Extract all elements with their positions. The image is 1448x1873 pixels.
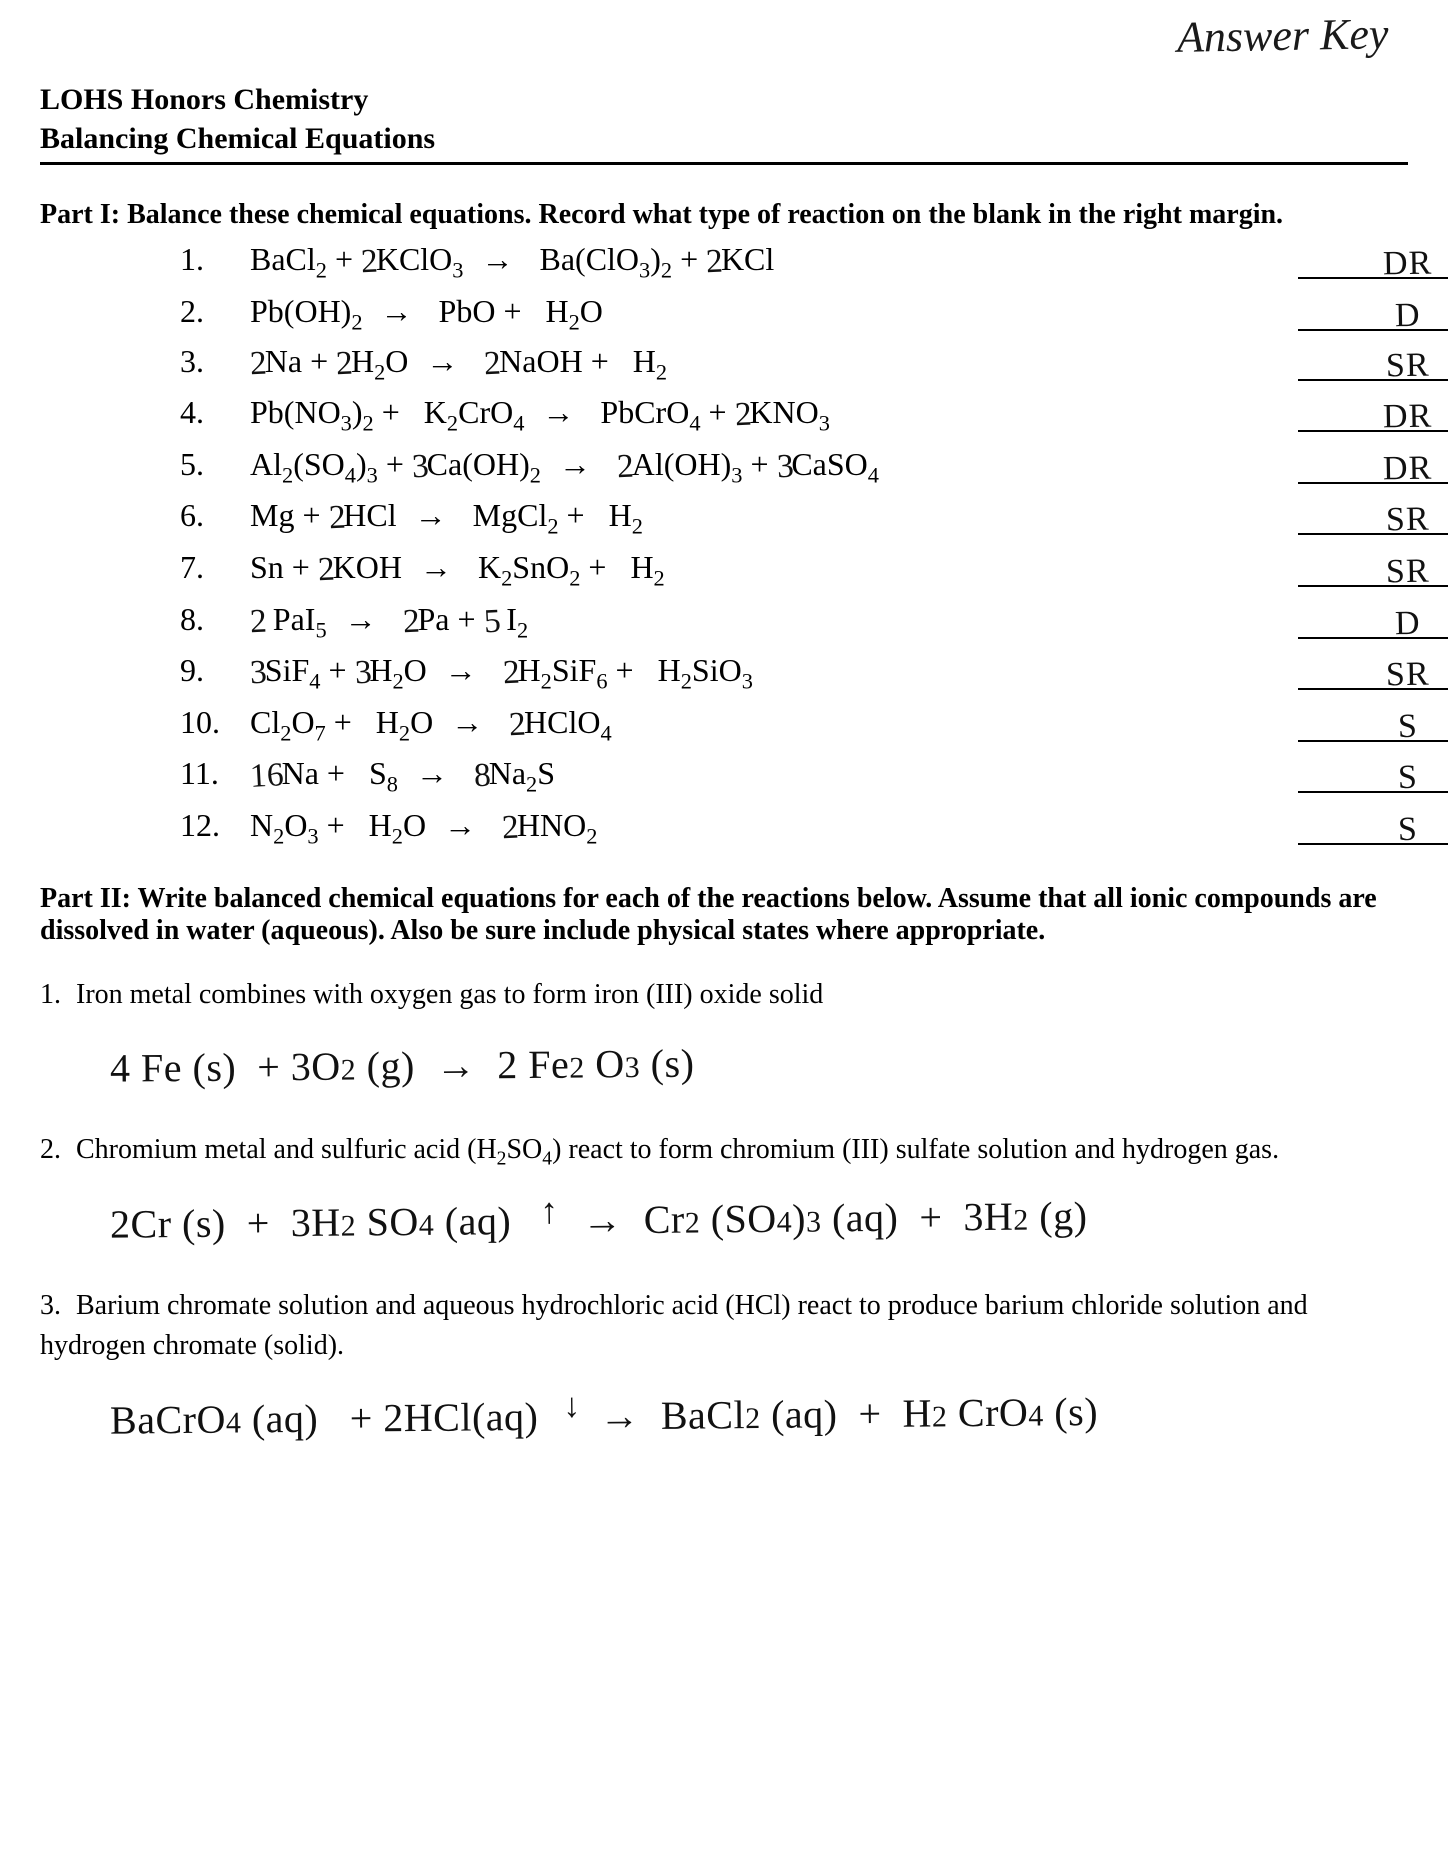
reaction-type-blank: SR [1298,551,1448,587]
equation-number: 1. [180,243,250,275]
equation-body: BaCl2 + 2KClO3 → Ba(ClO3)2 + 2KCl [250,243,1408,277]
reaction-type-blank: DR [1298,396,1448,432]
equation-body: 2 PaI5 → 2Pa + 5 I2 [250,603,1408,637]
reaction-type-answer: SR [1386,658,1430,693]
equation-row: 2.Pb(OH)2 → PbO + H2OD [180,295,1408,327]
equation-list: 1.BaCl2 + 2KClO3 → Ba(ClO3)2 + 2KClDR2.P… [180,243,1408,843]
equation-row: 10.Cl2O7 + H2O → 2HClO4S [180,706,1408,740]
equation-body: Pb(OH)2 → PbO + H2O [250,295,1408,327]
reaction-type-answer: SR [1386,555,1430,590]
equation-number: 3. [180,345,250,377]
equation-row: 8.2 PaI5 → 2Pa + 5 I2D [180,603,1408,637]
equation-number: 4. [180,396,250,428]
equation-row: 5.Al2(SO4)3 + 3Ca(OH)2 → 2Al(OH)3 + 3CaS… [180,448,1408,482]
reaction-type-answer: SR [1386,348,1430,383]
equation-number: 11. [180,757,250,789]
title-line-2: Balancing Chemical Equations [40,119,1408,158]
equation-number: 7. [180,551,250,583]
equation-number: 6. [180,499,250,531]
part2-question: 3.Barium chromate solution and aqueous h… [40,1286,1408,1367]
part1-header: Part I: Balance these chemical equations… [40,199,1408,231]
reaction-type-blank: DR [1298,243,1448,279]
reaction-type-blank: SR [1298,654,1448,690]
equation-body: Al2(SO4)3 + 3Ca(OH)2 → 2Al(OH)3 + 3CaSO4 [250,448,1408,482]
part2-question: 1.Iron metal combines with oxygen gas to… [40,975,1408,1016]
equation-number: 5. [180,448,250,480]
equation-row: 1.BaCl2 + 2KClO3 → Ba(ClO3)2 + 2KClDR [180,243,1408,277]
handwritten-equation: 2Cr (s) + 3H2 SO4 (aq) ↑→ Cr2 (SO4)3 (aq… [110,1189,1408,1247]
reaction-type-answer: S [1398,761,1419,795]
part2-question: 2.Chromium metal and sulfuric acid (H2SO… [40,1130,1408,1171]
reaction-type-answer: D [1395,606,1421,640]
equation-body: 2Na + 2H2O → 2NaOH + H2 [250,345,1408,379]
handwritten-equation: BaCrO4 (aq) + 2HCl(aq) ↓→ BaCl2 (aq) + H… [110,1385,1408,1443]
equation-body: Cl2O7 + H2O → 2HClO4 [250,706,1408,740]
handwritten-equation: 4 Fe (s) + 3O2 (g) → 2 Fe2 O3 (s) [110,1033,1408,1091]
reaction-type-answer: DR [1383,247,1433,282]
equation-body: Pb(NO3)2 + K2CrO4 → PbCrO4 + 2KNO3 [250,396,1408,430]
equation-body: 3SiF4 + 3H2O → 2H2SiF6 + H2SiO3 [250,654,1408,688]
title-block: LOHS Honors Chemistry Balancing Chemical… [40,80,1408,165]
reaction-type-blank: SR [1298,499,1448,535]
reaction-type-blank: SR [1298,345,1448,381]
title-line-1: LOHS Honors Chemistry [40,80,1408,119]
question-number: 2. [40,1130,76,1171]
equation-body: Mg + 2HCl → MgCl2 + H2 [250,499,1408,533]
equation-body: Sn + 2KOH → K2SnO2 + H2 [250,551,1408,585]
equation-number: 9. [180,654,250,686]
reaction-type-blank: D [1298,603,1448,639]
equation-number: 2. [180,295,250,327]
equation-row: 3.2Na + 2H2O → 2NaOH + H2SR [180,345,1408,379]
equation-number: 12. [180,809,250,841]
equation-row: 11.16Na + S8 → 8Na2SS [180,757,1408,791]
answer-key-label: Answer Key [1176,8,1388,63]
equation-body: 16Na + S8 → 8Na2S [250,757,1408,791]
equation-row: 12.N2O3 + H2O → 2HNO2S [180,809,1408,843]
reaction-type-blank: S [1298,706,1448,742]
reaction-type-answer: DR [1383,400,1433,435]
equation-row: 4.Pb(NO3)2 + K2CrO4 → PbCrO4 + 2KNO3DR [180,396,1408,430]
reaction-type-blank: DR [1298,448,1448,484]
equation-row: 7.Sn + 2KOH → K2SnO2 + H2SR [180,551,1408,585]
reaction-type-answer: SR [1386,503,1430,538]
reaction-type-answer: S [1398,813,1419,847]
reaction-type-blank: S [1298,809,1448,845]
equation-row: 6.Mg + 2HCl → MgCl2 + H2SR [180,499,1408,533]
equation-body: N2O3 + H2O → 2HNO2 [250,809,1408,843]
reaction-type-answer: S [1398,710,1419,744]
reaction-type-answer: D [1395,298,1421,332]
part2-body: 1.Iron metal combines with oxygen gas to… [40,975,1408,1438]
reaction-type-blank: S [1298,757,1448,793]
reaction-type-blank: D [1298,295,1448,331]
question-number: 1. [40,975,76,1016]
worksheet-page: Answer Key LOHS Honors Chemistry Balanci… [0,0,1448,1873]
equation-row: 9.3SiF4 + 3H2O → 2H2SiF6 + H2SiO3SR [180,654,1408,688]
question-number: 3. [40,1286,76,1327]
reaction-type-answer: DR [1383,451,1433,486]
equation-number: 10. [180,706,250,738]
part2-header: Part II: Write balanced chemical equatio… [40,883,1408,947]
equation-number: 8. [180,603,250,635]
